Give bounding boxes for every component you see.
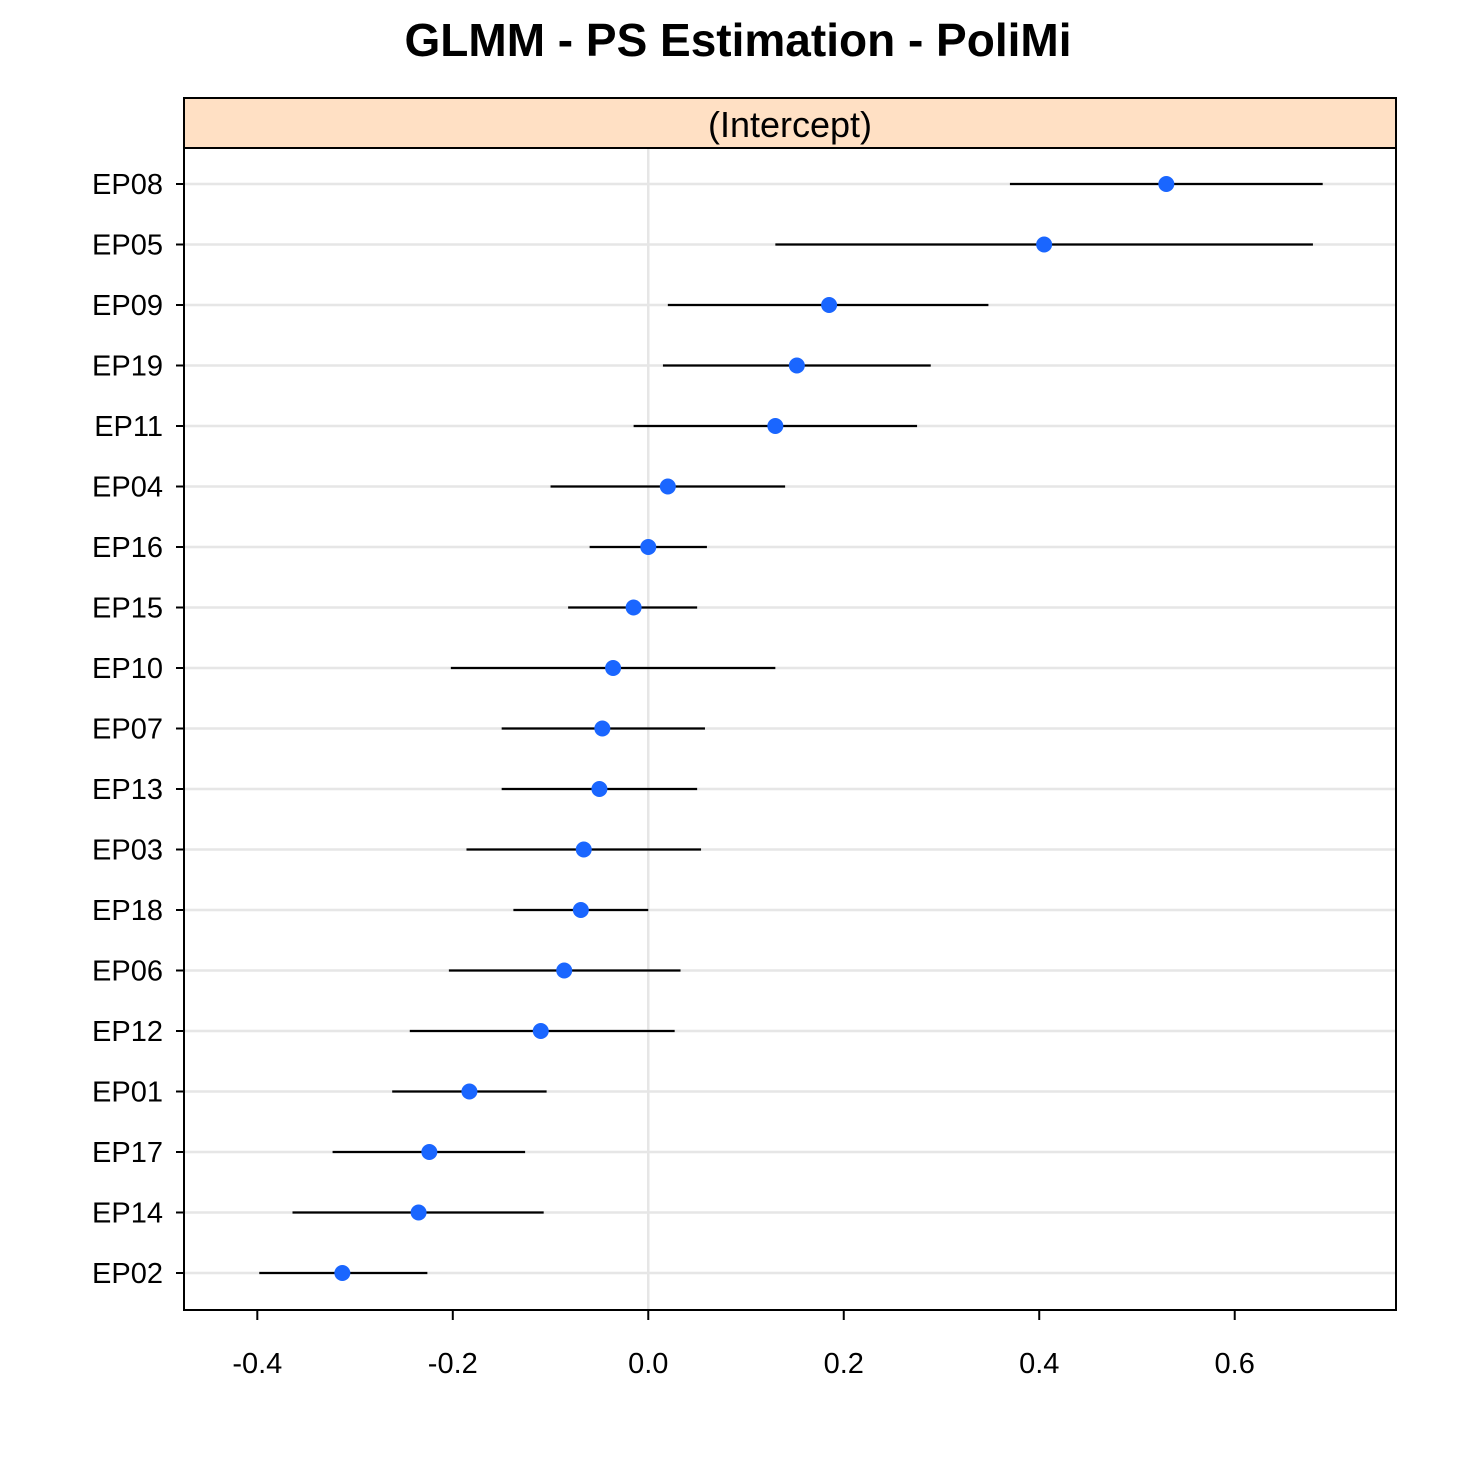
y-label-ep04: EP04 [92, 472, 163, 504]
point-ep08 [1158, 176, 1175, 192]
y-label-ep11: EP11 [94, 411, 163, 443]
point-ep10 [605, 660, 622, 676]
y-label-ep02: EP02 [92, 1258, 163, 1290]
point-ep06 [556, 962, 573, 979]
point-ep07 [594, 720, 611, 737]
point-ep04 [659, 478, 676, 495]
x-tick-label-3: 0.2 [824, 1348, 864, 1380]
y-label-ep12: EP12 [92, 1016, 163, 1048]
y-label-ep09: EP09 [92, 290, 163, 322]
point-ep03 [575, 841, 592, 858]
point-ep01 [461, 1083, 478, 1100]
point-ep12 [532, 1023, 549, 1039]
y-label-ep14: EP14 [92, 1198, 163, 1230]
y-label-ep07: EP07 [92, 714, 163, 746]
x-tick-label-5: 0.6 [1215, 1348, 1255, 1380]
y-label-ep06: EP06 [92, 956, 163, 988]
point-ep15 [625, 599, 642, 616]
y-label-ep10: EP10 [92, 653, 163, 685]
y-label-ep05: EP05 [92, 230, 163, 262]
y-label-ep17: EP17 [92, 1137, 163, 1169]
point-ep13 [591, 781, 608, 797]
point-ep18 [572, 902, 589, 918]
point-ep09 [821, 297, 838, 313]
y-label-ep16: EP16 [92, 532, 163, 564]
point-ep02 [334, 1265, 351, 1281]
point-ep16 [640, 539, 657, 555]
y-label-ep08: EP08 [92, 169, 163, 201]
strip-label: (Intercept) [708, 104, 872, 145]
chart-title: GLMM - PS Estimation - PoliMi [405, 14, 1072, 66]
y-label-ep19: EP19 [92, 351, 163, 383]
point-ep14 [410, 1204, 427, 1221]
panel-frame [183, 97, 1397, 1311]
y-label-ep13: EP13 [92, 774, 163, 806]
y-label-ep18: EP18 [92, 895, 163, 927]
strip-background [183, 97, 1397, 149]
point-ep11 [767, 418, 784, 434]
plot-area: EP08 EP05 EP09 EP19 EP11 EP04 EP16 EP15 EP10 EP07… [92, 148, 1396, 1380]
x-tick-label-4: 0.4 [1019, 1348, 1059, 1380]
y-label-ep03: EP03 [92, 835, 163, 867]
x-tick-label-2: 0.0 [628, 1348, 668, 1380]
point-ep05 [1036, 236, 1053, 253]
y-label-ep01: EP01 [92, 1077, 163, 1109]
x-tick-label-1: -0.2 [428, 1348, 478, 1380]
point-ep19 [788, 357, 805, 374]
y-label-ep15: EP15 [92, 593, 163, 625]
point-ep17 [421, 1144, 438, 1160]
x-tick-label-0: -0.4 [232, 1348, 282, 1380]
